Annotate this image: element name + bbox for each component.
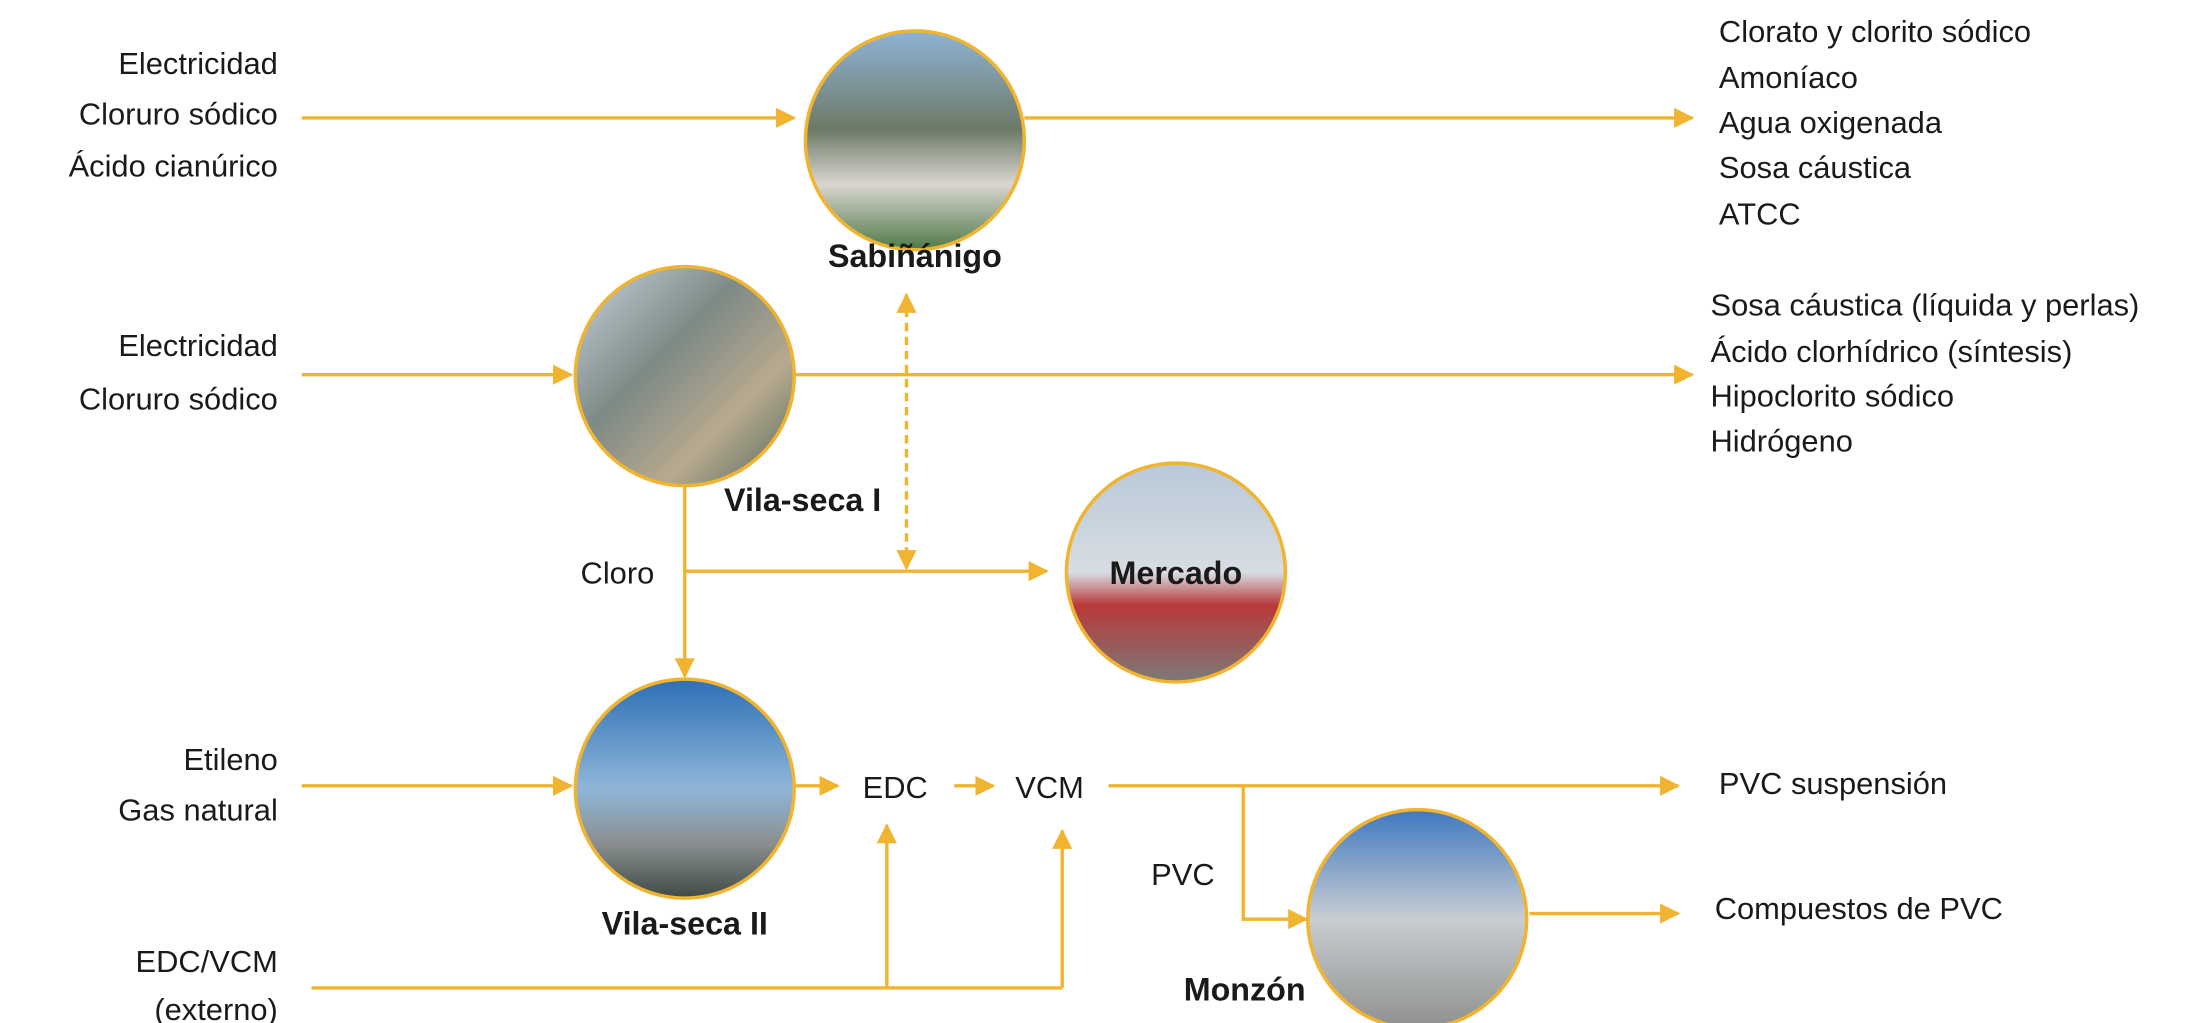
intermediate: PVC [1151,857,1214,892]
plant-label: Vila-seca II [602,906,768,942]
input: (externo) [154,992,277,1023]
intermediate: Cloro [581,556,655,591]
input: Electricidad [118,46,278,81]
output: PVC suspensión [1719,766,1947,801]
output: Amoníaco [1719,60,1858,95]
plant-photo [573,677,796,900]
output: Agua oxigenada [1719,105,1943,140]
flows [301,107,1695,990]
market-photo [1064,461,1288,684]
plant-label: Mercado [1110,555,1243,591]
output: ATCC [1719,196,1801,231]
output: Ácido clorhídrico (síntesis) [1711,334,2073,369]
plant-label: Vila-seca I [724,482,881,518]
output: Clorato y clorito sódico [1719,14,2031,49]
output: Compuestos de PVC [1715,891,2003,926]
output: Hipoclorito sódico [1711,379,1955,414]
input: Ácido cianúrico [69,149,278,184]
input: Cloruro sódico [79,97,278,132]
plant-photo [1306,807,1529,1023]
output: Hidrógeno [1711,424,1853,459]
plant-photo [573,264,796,488]
input: Etileno [183,742,277,777]
intermediate: EDC [863,770,928,805]
input: EDC/VCM [136,944,278,979]
plant-photo [803,29,1027,252]
input: Cloruro sódico [79,382,278,417]
inputs: Electricidad Cloruro sódico Ácido cianúr… [69,46,278,1023]
output: Sosa cáustica (líquida y perlas) [1711,287,2140,322]
outputs: Clorato y clorito sódico Amoníaco Agua o… [1711,14,2140,926]
output: Sosa cáustica [1719,150,1912,185]
input: Gas natural [118,793,278,828]
arrow [1241,785,1309,930]
plant-label: Sabiñánigo [828,238,1002,274]
intermediate: VCM [1015,770,1084,805]
plant-label: Monzón [1184,972,1306,1008]
input: Electricidad [118,328,278,363]
